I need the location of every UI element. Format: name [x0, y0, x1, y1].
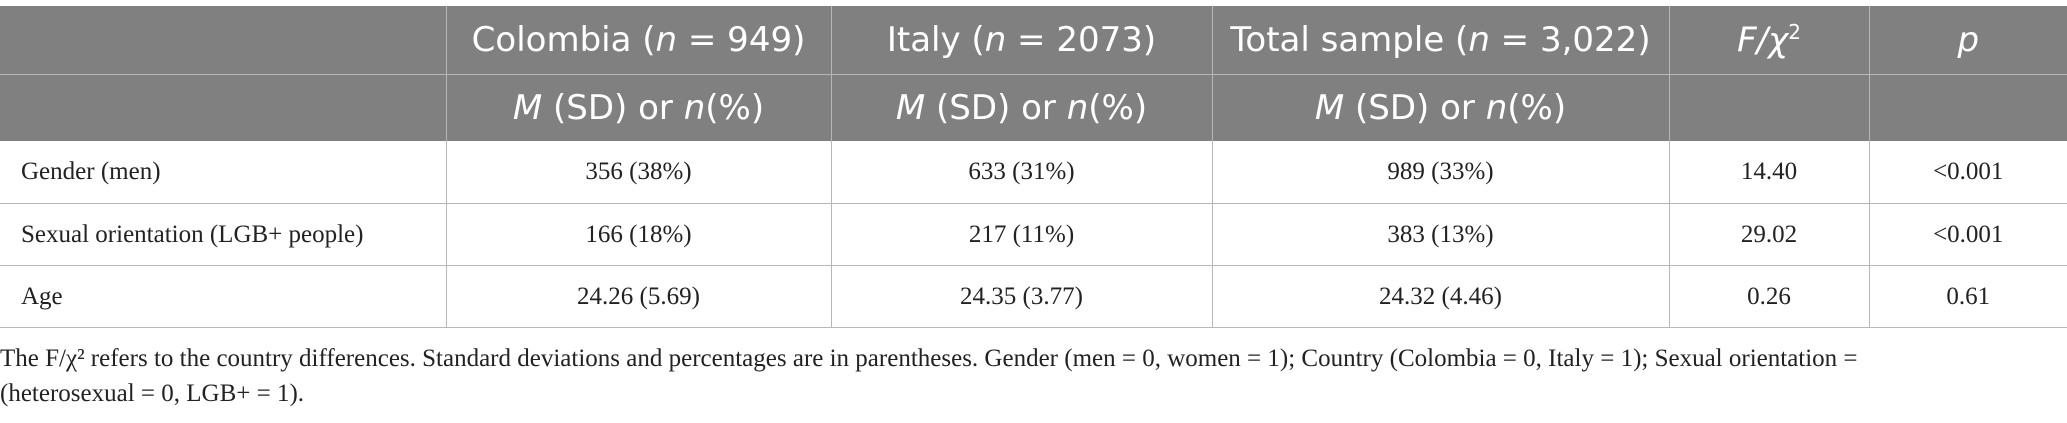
header-colombia-prefix: Colombia (: [471, 20, 656, 60]
header-empty-cell: [0, 6, 447, 75]
row-label: Gender (men): [0, 141, 447, 204]
header-row-metrics: M (SD) or n(%) M (SD) or n(%) M (SD) or …: [0, 74, 2067, 141]
header-total-n: n: [1468, 20, 1490, 60]
cell-p-value: <0.001: [1869, 141, 2067, 204]
table-row: Sexual orientation (LGB+ people) 166 (18…: [0, 203, 2067, 266]
header-sd-or: (SD) or: [925, 88, 1067, 128]
header-p-value: p: [1869, 6, 2067, 75]
header-pct: (%): [1507, 88, 1567, 128]
header-metric-total: M (SD) or n(%): [1212, 74, 1670, 141]
cell-colombia: 24.26 (5.69): [446, 265, 832, 328]
cell-total: 24.32 (4.46): [1212, 265, 1670, 328]
header-pct: (%): [1088, 88, 1148, 128]
cell-italy: 24.35 (3.77): [831, 265, 1213, 328]
header-sd-or: (SD) or: [1344, 88, 1486, 128]
header-m-label: M: [1314, 88, 1345, 128]
header-metric-colombia: M (SD) or n(%): [446, 74, 832, 141]
cell-total: 383 (13%): [1212, 203, 1670, 266]
cell-p-value: 0.61: [1869, 265, 2067, 328]
header-pct: (%): [705, 88, 765, 128]
cell-italy: 217 (11%): [831, 203, 1213, 266]
header-colombia: Colombia (n = 949): [446, 6, 832, 75]
header-colombia-n: n: [655, 20, 678, 60]
header-total-prefix: Total sample (: [1230, 20, 1469, 60]
cell-statistic: 29.02: [1669, 203, 1870, 266]
header-empty-stat: [1669, 74, 1870, 141]
cell-colombia: 356 (38%): [446, 141, 832, 204]
header-italy: Italy (n = 2073): [831, 6, 1213, 75]
header-row-groups: Colombia (n = 949) Italy (n = 2073) Tota…: [0, 6, 2067, 75]
cell-colombia: 166 (18%): [446, 203, 832, 266]
row-label: Age: [0, 265, 447, 328]
header-italy-n: n: [984, 20, 1007, 60]
cell-statistic: 0.26: [1669, 265, 1870, 328]
table-header: Colombia (n = 949) Italy (n = 2073) Tota…: [0, 6, 2067, 141]
cell-italy: 633 (31%): [831, 141, 1213, 204]
header-chi-superscript: 2: [1788, 19, 1801, 44]
header-chi-label: χ: [1768, 20, 1789, 61]
table-body: Gender (men) 356 (38%) 633 (31%) 989 (33…: [0, 141, 2067, 328]
header-sd-or: (SD) or: [542, 88, 684, 128]
header-metric-italy: M (SD) or n(%): [831, 74, 1213, 141]
table-container: Colombia (n = 949) Italy (n = 2073) Tota…: [0, 6, 2067, 328]
row-label: Sexual orientation (LGB+ people): [0, 203, 447, 266]
header-m-label: M: [512, 88, 543, 128]
cell-p-value: <0.001: [1869, 203, 2067, 266]
header-italy-suffix: = 2073): [1006, 20, 1157, 60]
cell-total: 989 (33%): [1212, 141, 1670, 204]
header-italy-prefix: Italy (: [886, 20, 985, 60]
header-n-label: n: [683, 88, 706, 128]
header-empty-cell-2: [0, 74, 447, 141]
header-test-statistic: F/χ2: [1669, 6, 1870, 75]
header-total-suffix: = 3,022): [1489, 20, 1651, 60]
table-footnote: The F/χ² refers to the country differenc…: [0, 345, 1858, 407]
header-colombia-suffix: = 949): [677, 20, 806, 60]
table-row: Gender (men) 356 (38%) 633 (31%) 989 (33…: [0, 141, 2067, 204]
header-empty-p: [1869, 74, 2067, 141]
descriptive-statistics-table: Colombia (n = 949) Italy (n = 2073) Tota…: [0, 6, 2067, 328]
header-total-sample: Total sample (n = 3,022): [1212, 6, 1670, 75]
table-row: Age 24.26 (5.69) 24.35 (3.77) 24.32 (4.4…: [0, 265, 2067, 328]
header-f-label: F/: [1737, 20, 1769, 61]
header-n-label: n: [1066, 88, 1089, 128]
header-m-label: M: [895, 88, 926, 128]
header-n-label: n: [1485, 88, 1508, 128]
cell-statistic: 14.40: [1669, 141, 1870, 204]
header-p-label: p: [1957, 20, 1980, 60]
